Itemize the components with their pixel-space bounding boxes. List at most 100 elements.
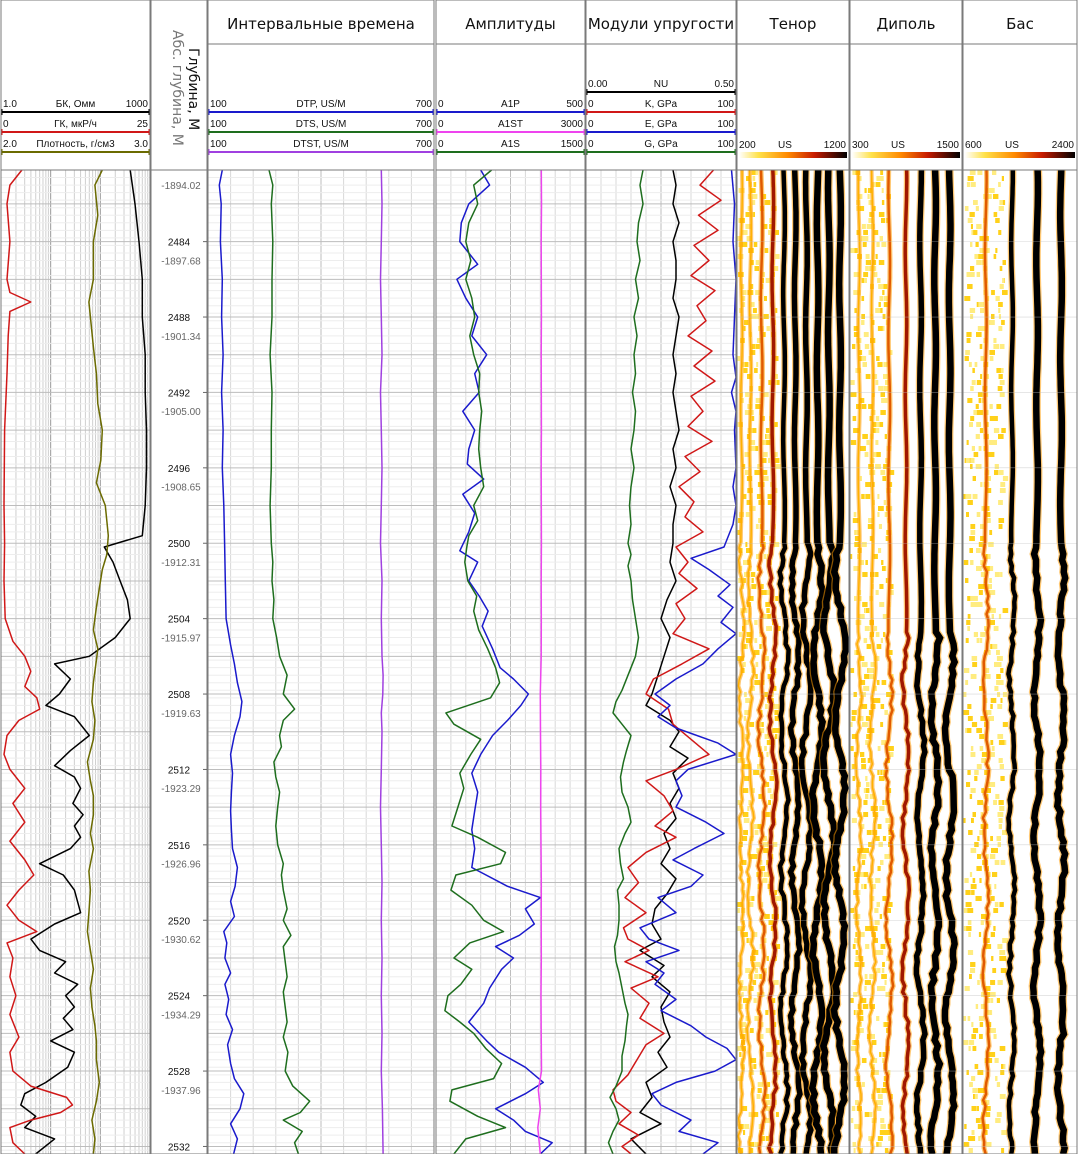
- heatmap-speck: [875, 380, 879, 385]
- heatmap-speck: [751, 584, 757, 589]
- heatmap-speck: [764, 734, 770, 739]
- heatmap-speck: [988, 1058, 993, 1063]
- heatmap-speck: [966, 1070, 969, 1075]
- heatmap-speck: [765, 848, 769, 853]
- heatmap-speck: [975, 404, 979, 409]
- heatmap-speck: [969, 794, 973, 799]
- heatmap-speck: [853, 326, 859, 331]
- heatmap-speck: [977, 980, 980, 985]
- heatmap-speck: [970, 752, 976, 757]
- heatmap-speck: [862, 602, 868, 607]
- heatmap-speck: [886, 1130, 891, 1135]
- heatmap-speck: [988, 542, 994, 547]
- heatmap-speck: [852, 344, 856, 349]
- curve-3-2: [639, 169, 737, 1154]
- heatmap-speck: [979, 236, 986, 241]
- heatmap-speck: [978, 398, 981, 403]
- curve-scale-max: 700: [415, 99, 432, 110]
- heatmap-speck: [881, 1088, 887, 1093]
- heatmap-speck: [970, 530, 976, 535]
- heatmap-speck: [877, 770, 880, 775]
- heatmap-speck: [881, 200, 885, 205]
- heatmap-speck: [1001, 1064, 1004, 1069]
- heatmap-speck: [981, 914, 987, 919]
- heatmap-speck: [865, 926, 870, 931]
- heatmap-speck: [872, 422, 877, 427]
- heatmap-speck: [993, 194, 999, 199]
- heatmap-speck: [749, 896, 752, 901]
- heatmap-speck: [755, 968, 758, 973]
- heatmap-speck: [985, 668, 990, 673]
- heatmap-speck: [883, 500, 887, 505]
- heatmap-speck: [754, 368, 758, 373]
- heatmap-speck: [755, 290, 762, 295]
- heatmap-speck: [997, 734, 1000, 739]
- heatmap-speck: [744, 710, 750, 715]
- heatmap-speck: [989, 188, 995, 193]
- heatmap-speck: [858, 872, 864, 877]
- curve-0-1: [3, 169, 74, 1154]
- heatmap-speck: [750, 344, 756, 349]
- depth-tick-label: 2524: [168, 992, 191, 1003]
- heatmap-speck: [967, 176, 971, 181]
- heatmap-speck: [973, 452, 979, 457]
- heatmap-speck: [765, 1028, 771, 1033]
- heatmap-speck: [882, 614, 888, 619]
- heatmap-colorbar: [739, 152, 847, 158]
- heatmap-speck: [979, 1034, 983, 1039]
- heatmap-speck: [882, 800, 885, 805]
- heatmap-speck: [742, 836, 748, 841]
- heatmap-speck: [854, 1076, 857, 1081]
- heatmap-speck: [992, 170, 997, 175]
- heatmap-speck: [993, 1034, 997, 1039]
- heatmap-speck: [737, 1046, 742, 1051]
- heatmap-speck: [747, 806, 750, 811]
- heatmap-speck: [1000, 776, 1005, 781]
- heatmap-speck: [997, 704, 1003, 709]
- heatmap-scale-min: 600: [965, 140, 982, 151]
- heatmap-speck: [865, 494, 871, 499]
- heatmap-speck: [998, 206, 1004, 211]
- heatmap-speck: [763, 314, 769, 319]
- heatmap-speck: [743, 560, 748, 565]
- heatmap-speck: [974, 254, 981, 259]
- heatmap-speck: [887, 902, 893, 907]
- heatmap-speck: [980, 716, 986, 721]
- heatmap-speck: [876, 242, 880, 247]
- heatmap-speck: [996, 998, 1000, 1003]
- heatmap-speck: [752, 350, 755, 355]
- abs-depth-tick-label: -1919.63: [161, 709, 201, 720]
- curve-2-0: [456, 169, 553, 1154]
- heatmap-speck: [987, 1052, 993, 1057]
- heatmap-speck: [1001, 428, 1006, 433]
- heatmap-speck: [865, 740, 869, 745]
- heatmap-speck: [755, 398, 762, 403]
- heatmap-speck: [752, 428, 757, 433]
- heatmap-speck: [772, 266, 779, 271]
- heatmap-speck: [884, 1022, 891, 1027]
- heatmap-speck: [990, 1010, 993, 1015]
- heatmap-speck: [877, 746, 881, 751]
- heatmap-speck: [748, 938, 752, 943]
- heatmap-speck: [859, 680, 866, 685]
- heatmap-speck: [748, 596, 754, 601]
- heatmap-speck: [864, 452, 869, 457]
- heatmap-speck: [981, 752, 987, 757]
- heatmap-speck: [884, 302, 889, 307]
- heatmap-scale-max: 1200: [824, 140, 847, 151]
- heatmap-speck: [967, 626, 970, 631]
- track-border: [0, 0, 151, 1154]
- heatmap-speck: [873, 452, 878, 457]
- heatmap-speck: [972, 878, 976, 883]
- heatmap-speck: [878, 1142, 882, 1147]
- heatmap-speck: [767, 788, 772, 793]
- heatmap-speck: [984, 986, 991, 991]
- heatmap-speck: [866, 734, 871, 739]
- heatmap-speck: [865, 788, 870, 793]
- heatmap-speck: [743, 494, 747, 499]
- heatmap-speck: [850, 392, 857, 397]
- curve-scale-max: 100: [717, 99, 734, 110]
- heatmap-speck: [963, 926, 968, 931]
- heatmap-speck: [990, 998, 994, 1003]
- heatmap-band: [899, 169, 912, 1154]
